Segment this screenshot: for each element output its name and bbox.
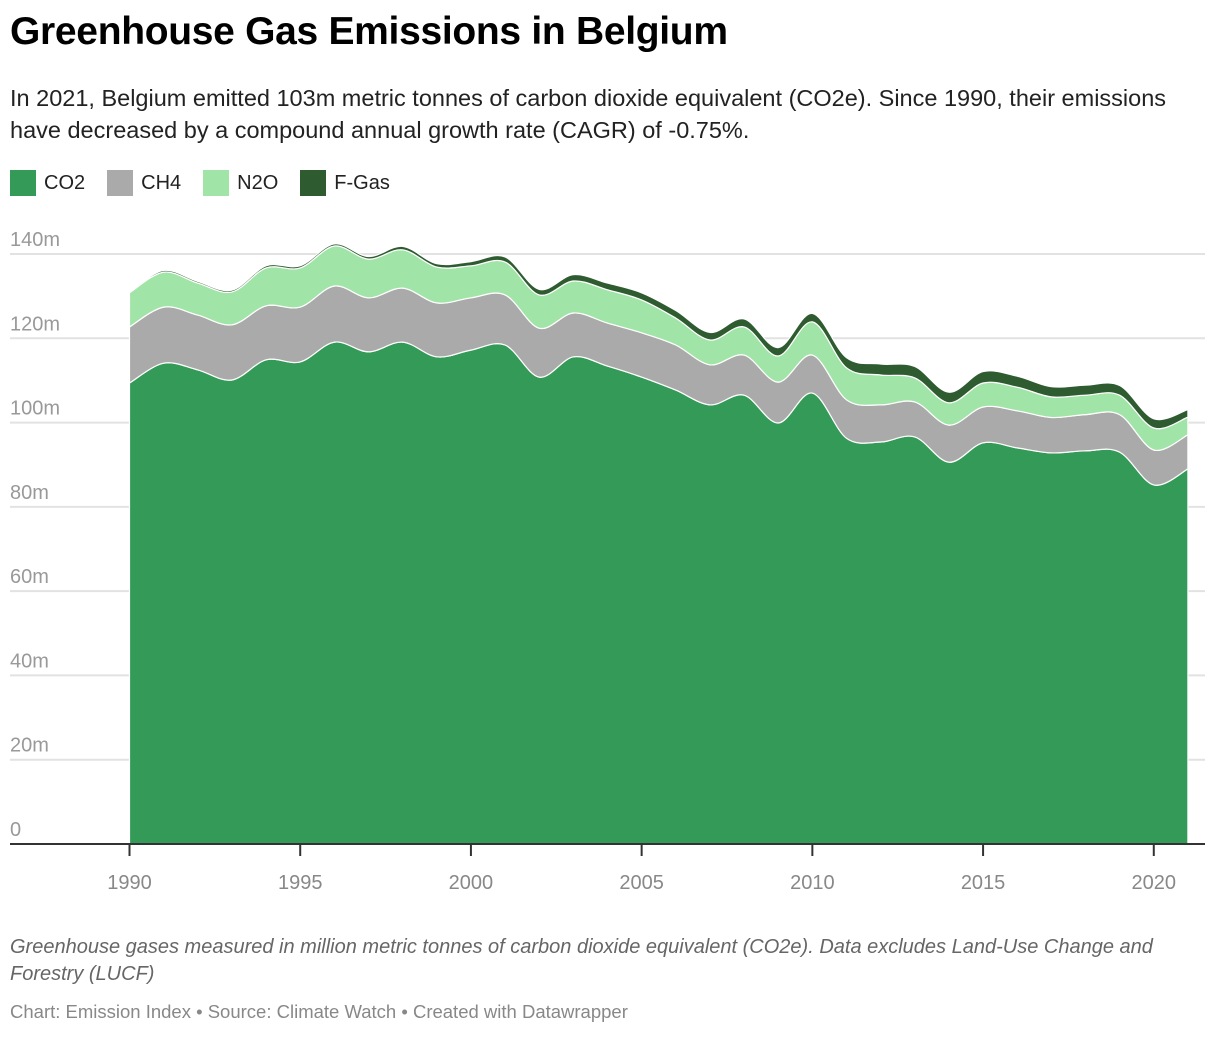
chart-title: Greenhouse Gas Emissions in Belgium [10,10,728,53]
x-tick-label: 2000 [449,872,494,894]
x-tick-label: 1990 [107,872,152,894]
legend-swatch [107,170,134,196]
legend-item: F-Gas [300,170,390,196]
y-tick-label: 100m [10,398,60,420]
legend-swatch [300,170,327,196]
chart-subtitle: In 2021, Belgium emitted 103m metric ton… [10,85,1167,143]
y-tick-label: 20m [10,735,49,757]
legend-label: CO2 [44,171,86,194]
y-tick-label: 140m [10,229,60,251]
x-tick-label: 2005 [619,872,664,894]
y-tick-label: 0 [10,819,21,841]
area [128,243,1189,430]
y-tick-label: 80m [10,482,49,504]
legend-swatch [10,170,36,196]
legend-label: N2O [237,171,279,194]
x-tick-label: 2015 [961,872,1006,894]
y-tick-label: 120m [10,313,60,335]
x-tick-label: 1995 [278,872,323,894]
legend-label: CH4 [141,171,182,194]
legend-item: CO2 [10,170,85,196]
chart-credits: Chart: Emission Index • Source: Climate … [10,1001,628,1022]
chart-notes: Greenhouse gases measured in million met… [10,936,1153,985]
legend-label: F-Gas [334,171,390,194]
legend-item: N2O [203,170,278,196]
x-tick-label: 2010 [790,872,835,894]
y-tick-label: 40m [10,650,49,672]
legend-item: CH4 [107,170,181,196]
legend-swatch [203,170,230,196]
y-tick-label: 60m [10,566,49,588]
x-tick-label: 2020 [1132,872,1177,894]
legend: CO2 CH4 N2O F-Gas [10,170,390,196]
